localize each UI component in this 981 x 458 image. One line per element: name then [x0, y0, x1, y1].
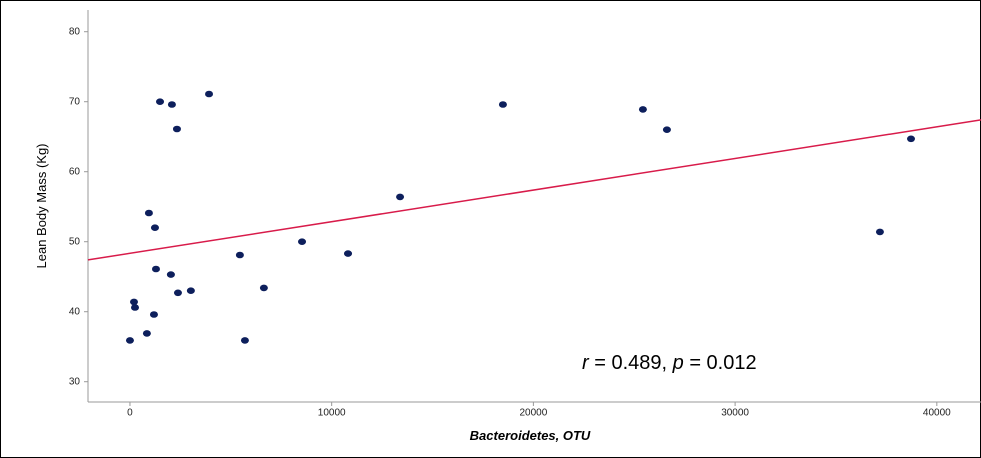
- y-tick-label: 70: [69, 96, 81, 107]
- point: [125, 337, 134, 344]
- point: [142, 330, 151, 337]
- point: [150, 224, 159, 231]
- y-tick-label: 60: [69, 166, 81, 177]
- point: [166, 271, 175, 278]
- annotation-part: p: [672, 352, 684, 374]
- y-tick-label: 50: [69, 236, 81, 247]
- point: [240, 337, 249, 344]
- point: [173, 289, 182, 297]
- point: [144, 209, 153, 217]
- annotation: r = 0.489, p = 0.012: [582, 352, 757, 374]
- point: [131, 304, 139, 311]
- point: [907, 135, 916, 143]
- annotation-part: r: [582, 352, 590, 374]
- point: [186, 287, 195, 295]
- y-tick-label: 80: [69, 26, 81, 37]
- annotation-part: = 0.489,: [589, 352, 673, 374]
- annotation-part: = 0.012: [684, 352, 757, 374]
- point: [151, 265, 160, 273]
- x-tick-label: 10000: [318, 408, 346, 419]
- x-tick-label: 20000: [519, 408, 547, 419]
- x-tick-label: 40000: [923, 408, 951, 419]
- fit-line: [87, 119, 981, 261]
- point: [167, 101, 176, 108]
- point: [235, 251, 244, 259]
- x-tick-label: 30000: [721, 408, 749, 419]
- point: [638, 106, 647, 113]
- point: [156, 98, 165, 105]
- point: [662, 126, 671, 133]
- point: [875, 228, 884, 236]
- y-axis-label: Lean Body Mass (Kg): [34, 143, 49, 268]
- point: [259, 284, 268, 292]
- point: [149, 311, 158, 318]
- x-tick-label: 0: [127, 408, 133, 419]
- point: [205, 90, 214, 98]
- point: [498, 101, 507, 108]
- point: [344, 250, 353, 257]
- y-tick-label: 30: [69, 376, 81, 387]
- x-axis-label: Bacteroidetes, OTU: [470, 428, 591, 443]
- y-tick-label: 40: [69, 306, 81, 317]
- point: [396, 193, 405, 201]
- point: [298, 238, 307, 245]
- point: [129, 298, 138, 306]
- point: [172, 125, 181, 133]
